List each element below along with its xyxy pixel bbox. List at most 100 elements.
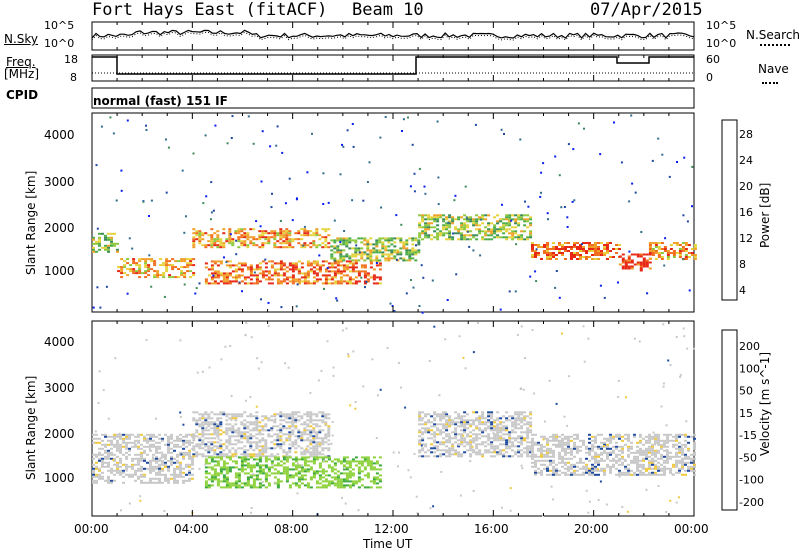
heatmap-cell	[303, 439, 307, 442]
heatmap-cell	[228, 236, 232, 239]
heatmap-cell	[600, 459, 603, 462]
heatmap-cell	[566, 216, 569, 219]
heatmap-cell	[621, 457, 624, 460]
heatmap-cell	[549, 469, 552, 472]
heatmap-cell	[633, 455, 636, 458]
heatmap-cell	[324, 424, 327, 427]
heatmap-cell	[98, 451, 101, 454]
heatmap-cell	[143, 451, 146, 454]
heatmap-cell	[395, 214, 398, 217]
power-panel-frame	[91, 112, 695, 313]
heatmap-cell	[210, 427, 214, 430]
heatmap-cell	[282, 280, 286, 283]
heatmap-cell	[191, 477, 194, 480]
heatmap-cell	[312, 458, 316, 461]
heatmap-cell	[444, 411, 447, 414]
heatmap-cell	[229, 345, 232, 347]
heatmap-cell	[669, 433, 672, 436]
heatmap-cell	[424, 451, 428, 454]
heatmap-cell	[119, 465, 122, 468]
heatmap-cell	[567, 469, 570, 472]
heatmap-cell	[693, 258, 697, 260]
heatmap-cell	[627, 473, 630, 476]
heatmap-cell	[321, 242, 325, 245]
heatmap-cell	[95, 242, 98, 245]
heatmap-cell	[185, 465, 188, 468]
heatmap-cell	[201, 413, 205, 416]
heatmap-cell	[366, 241, 370, 244]
heatmap-cell	[430, 429, 434, 432]
heatmap-cell	[683, 156, 686, 159]
heatmap-cell	[462, 434, 465, 437]
heatmap-cell	[366, 243, 370, 246]
heatmap-cell	[300, 466, 304, 469]
heatmap-cell	[231, 482, 235, 485]
heatmap-cell	[540, 455, 543, 458]
heatmap-cell	[511, 423, 515, 426]
heatmap-cell	[336, 482, 340, 485]
heatmap-cell	[463, 445, 467, 448]
heatmap-cell	[237, 236, 241, 239]
heatmap-cell	[231, 413, 235, 416]
heatmap-cell	[312, 419, 316, 422]
heatmap-cell	[561, 441, 564, 444]
heatmap-cell	[630, 259, 634, 262]
heatmap-cell	[155, 455, 158, 458]
heatmap-cell	[270, 282, 274, 285]
heatmap-cell	[564, 449, 567, 452]
heatmap-cell	[380, 206, 383, 209]
heatmap-cell	[152, 459, 155, 462]
heatmap-cell	[421, 443, 425, 446]
heatmap-cell	[413, 172, 416, 175]
heatmap-cell	[288, 417, 292, 420]
heatmap-cell	[407, 469, 410, 472]
heatmap-cell	[201, 439, 205, 442]
heatmap-cell	[315, 447, 319, 450]
heatmap-cell	[279, 431, 283, 434]
heatmap-cell	[427, 228, 431, 231]
heatmap-cell	[306, 276, 310, 279]
heatmap-cell	[360, 251, 364, 254]
heatmap-cell	[331, 421, 334, 423]
heatmap-cell	[484, 427, 488, 430]
heatmap-cell	[116, 463, 119, 466]
heatmap-cell	[294, 443, 298, 446]
heatmap-cell	[540, 258, 543, 260]
heatmap-cell	[237, 433, 241, 436]
heatmap-cell	[146, 481, 149, 484]
heatmap-cell	[469, 441, 473, 444]
heatmap-cell	[424, 192, 427, 195]
heatmap-cell	[279, 230, 283, 233]
heatmap-cell	[261, 232, 265, 235]
heatmap-cell	[252, 427, 256, 430]
heatmap-cell	[207, 415, 211, 418]
heatmap-cell	[195, 287, 198, 290]
heatmap-cell	[158, 459, 161, 462]
heatmap-cell	[445, 232, 449, 235]
heatmap-cell	[603, 459, 606, 462]
heatmap-cell	[173, 469, 176, 472]
heatmap-cell	[327, 433, 331, 436]
heatmap-cell	[152, 456, 154, 459]
heatmap-cell	[630, 253, 634, 256]
heatmap-cell	[466, 234, 470, 237]
heatmap-cell	[534, 270, 537, 273]
heatmap-cell	[225, 466, 229, 469]
heatmap-cell	[306, 272, 310, 275]
heatmap-cell	[306, 282, 310, 285]
heatmap-cell	[336, 474, 340, 477]
heatmap-cell	[387, 253, 391, 256]
heatmap-cell	[645, 439, 648, 442]
heatmap-cell	[421, 216, 425, 219]
heatmap-cell	[657, 473, 660, 476]
heatmap-cell	[509, 509, 512, 512]
heatmap-cell	[466, 427, 470, 430]
heatmap-cell	[424, 413, 428, 416]
heatmap-cell	[582, 443, 585, 446]
heatmap-cell	[436, 120, 439, 123]
heatmap-cell	[132, 258, 136, 261]
heatmap-cell	[351, 239, 355, 242]
heatmap-cell	[288, 439, 292, 442]
heatmap-cell	[427, 413, 431, 416]
heatmap-cell	[195, 419, 199, 422]
